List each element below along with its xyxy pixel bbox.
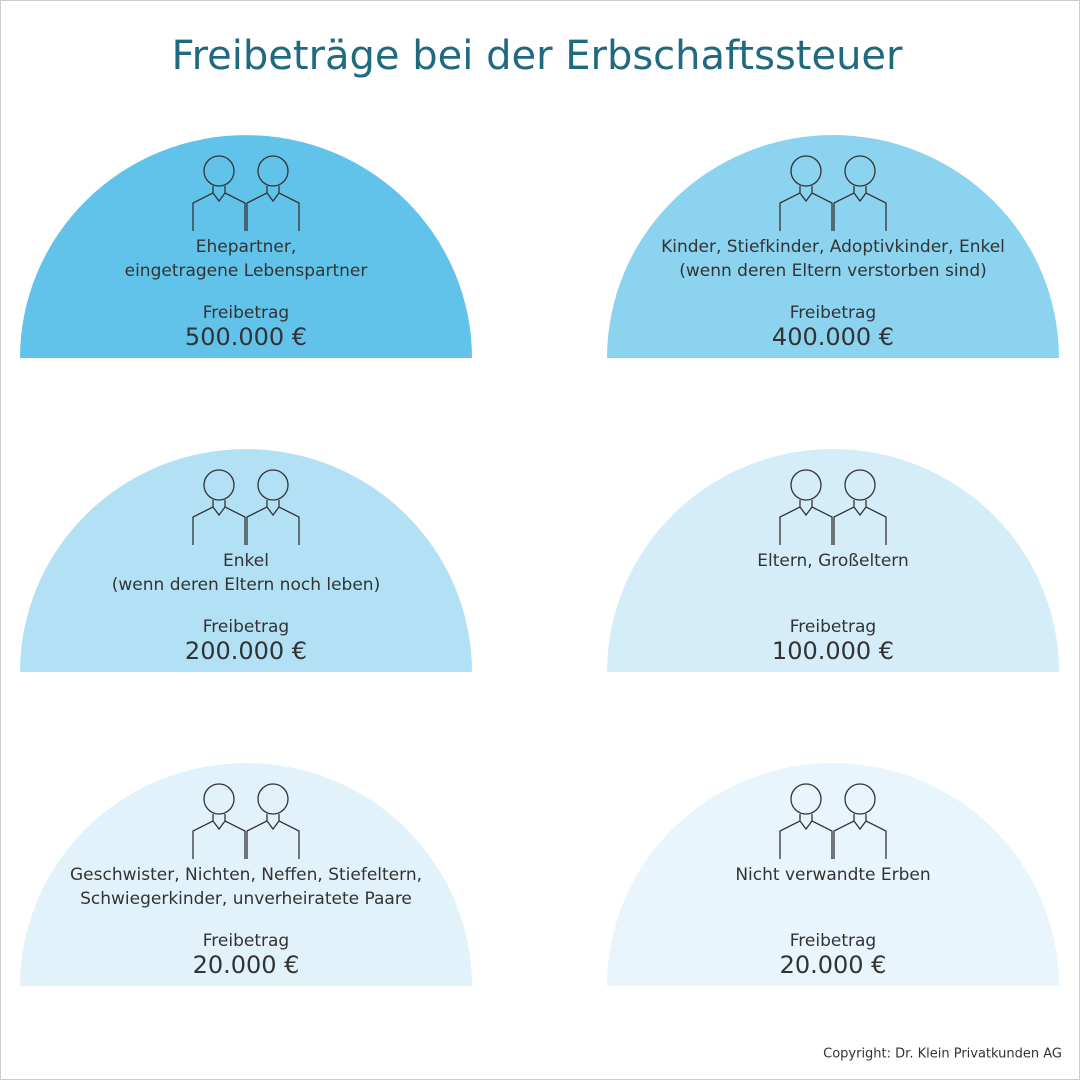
- dome: [607, 763, 1059, 986]
- card-label: Enkel: [223, 551, 269, 571]
- card-caption: Freibetrag: [203, 617, 289, 637]
- card-label: Ehepartner,: [196, 237, 296, 257]
- card-amount: 200.000 €: [185, 637, 307, 665]
- card-label: Schwiegerkinder, unverheiratete Paare: [80, 889, 412, 909]
- title: Freibeträge bei der Erbschaftssteuer: [172, 33, 904, 79]
- card-label: (wenn deren Eltern verstorben sind): [679, 261, 987, 281]
- card: Enkel (wenn deren Eltern noch leben) Freib…: [20, 449, 472, 672]
- card-amount: 500.000 €: [185, 323, 307, 351]
- dome: [607, 135, 1059, 358]
- card: Geschwister, Nichten, Neffen, Stiefelter…: [20, 763, 472, 986]
- card-caption: Freibetrag: [790, 617, 876, 637]
- card-label: (wenn deren Eltern noch leben): [112, 575, 380, 595]
- card-amount: 20.000 €: [193, 951, 300, 979]
- card-amount: 400.000 €: [772, 323, 894, 351]
- dome: [20, 449, 472, 672]
- card-caption: Freibetrag: [203, 303, 289, 323]
- dome: [20, 135, 472, 358]
- card-label: Kinder, Stiefkinder, Adoptivkinder, Enke…: [661, 237, 1005, 257]
- card-caption: Freibetrag: [790, 931, 876, 951]
- card-caption: Freibetrag: [790, 303, 876, 323]
- dome: [607, 449, 1059, 672]
- card-label: Nicht verwandte Erben: [735, 865, 930, 885]
- dome: [20, 763, 472, 986]
- card-label: eingetragene Lebenspartner: [125, 261, 368, 281]
- card-amount: 20.000 €: [780, 951, 887, 979]
- card-label: Eltern, Großeltern: [757, 551, 909, 571]
- copyright: Copyright: Dr. Klein Privatkunden AG: [823, 1047, 1062, 1062]
- card: Ehepartner, eingetragene Lebenspartner Fre…: [20, 135, 472, 358]
- card-amount: 100.000 €: [772, 637, 894, 665]
- card-label: Geschwister, Nichten, Neffen, Stiefelter…: [70, 865, 422, 885]
- card: Kinder, Stiefkinder, Adoptivkinder, Enke…: [607, 135, 1059, 358]
- card-caption: Freibetrag: [203, 931, 289, 951]
